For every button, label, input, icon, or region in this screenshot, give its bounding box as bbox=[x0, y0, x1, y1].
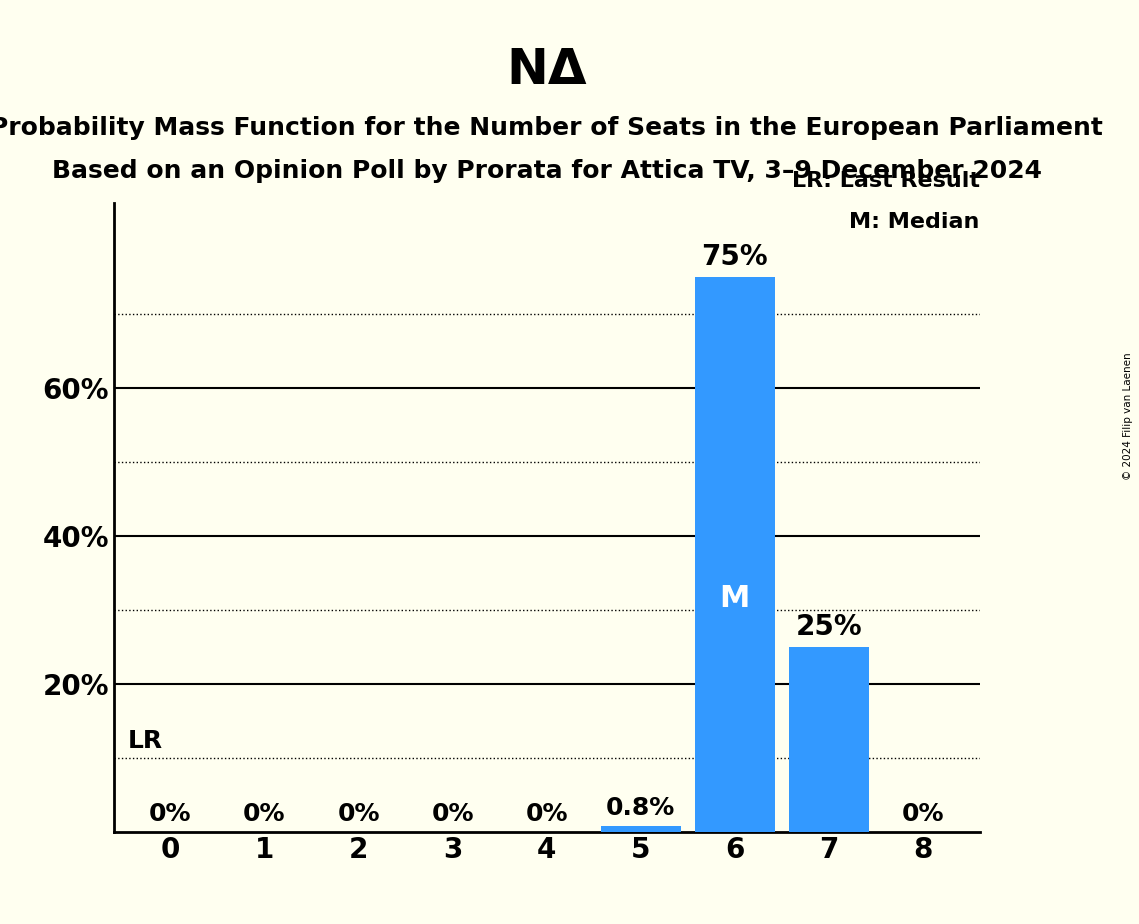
Text: Probability Mass Function for the Number of Seats in the European Parliament: Probability Mass Function for the Number… bbox=[0, 116, 1104, 140]
Text: 25%: 25% bbox=[796, 613, 862, 641]
Text: LR: LR bbox=[128, 729, 163, 753]
Text: 0%: 0% bbox=[902, 802, 944, 826]
Bar bbox=[695, 277, 775, 832]
Text: 0%: 0% bbox=[149, 802, 191, 826]
Text: Based on an Opinion Poll by Prorata for Attica TV, 3–9 December 2024: Based on an Opinion Poll by Prorata for … bbox=[51, 159, 1042, 183]
Text: 75%: 75% bbox=[702, 243, 768, 272]
Text: M: Median: M: Median bbox=[850, 212, 980, 232]
Text: 0%: 0% bbox=[525, 802, 568, 826]
Text: © 2024 Filip van Laenen: © 2024 Filip van Laenen bbox=[1123, 352, 1133, 480]
Text: LR: Last Result: LR: Last Result bbox=[792, 171, 980, 190]
Text: 0%: 0% bbox=[244, 802, 286, 826]
Bar bbox=[601, 826, 681, 832]
Text: NΔ: NΔ bbox=[507, 46, 587, 94]
Text: 0%: 0% bbox=[337, 802, 379, 826]
Text: M: M bbox=[720, 584, 751, 614]
Text: 0%: 0% bbox=[432, 802, 474, 826]
Bar bbox=[789, 647, 869, 832]
Text: 0.8%: 0.8% bbox=[606, 796, 675, 820]
